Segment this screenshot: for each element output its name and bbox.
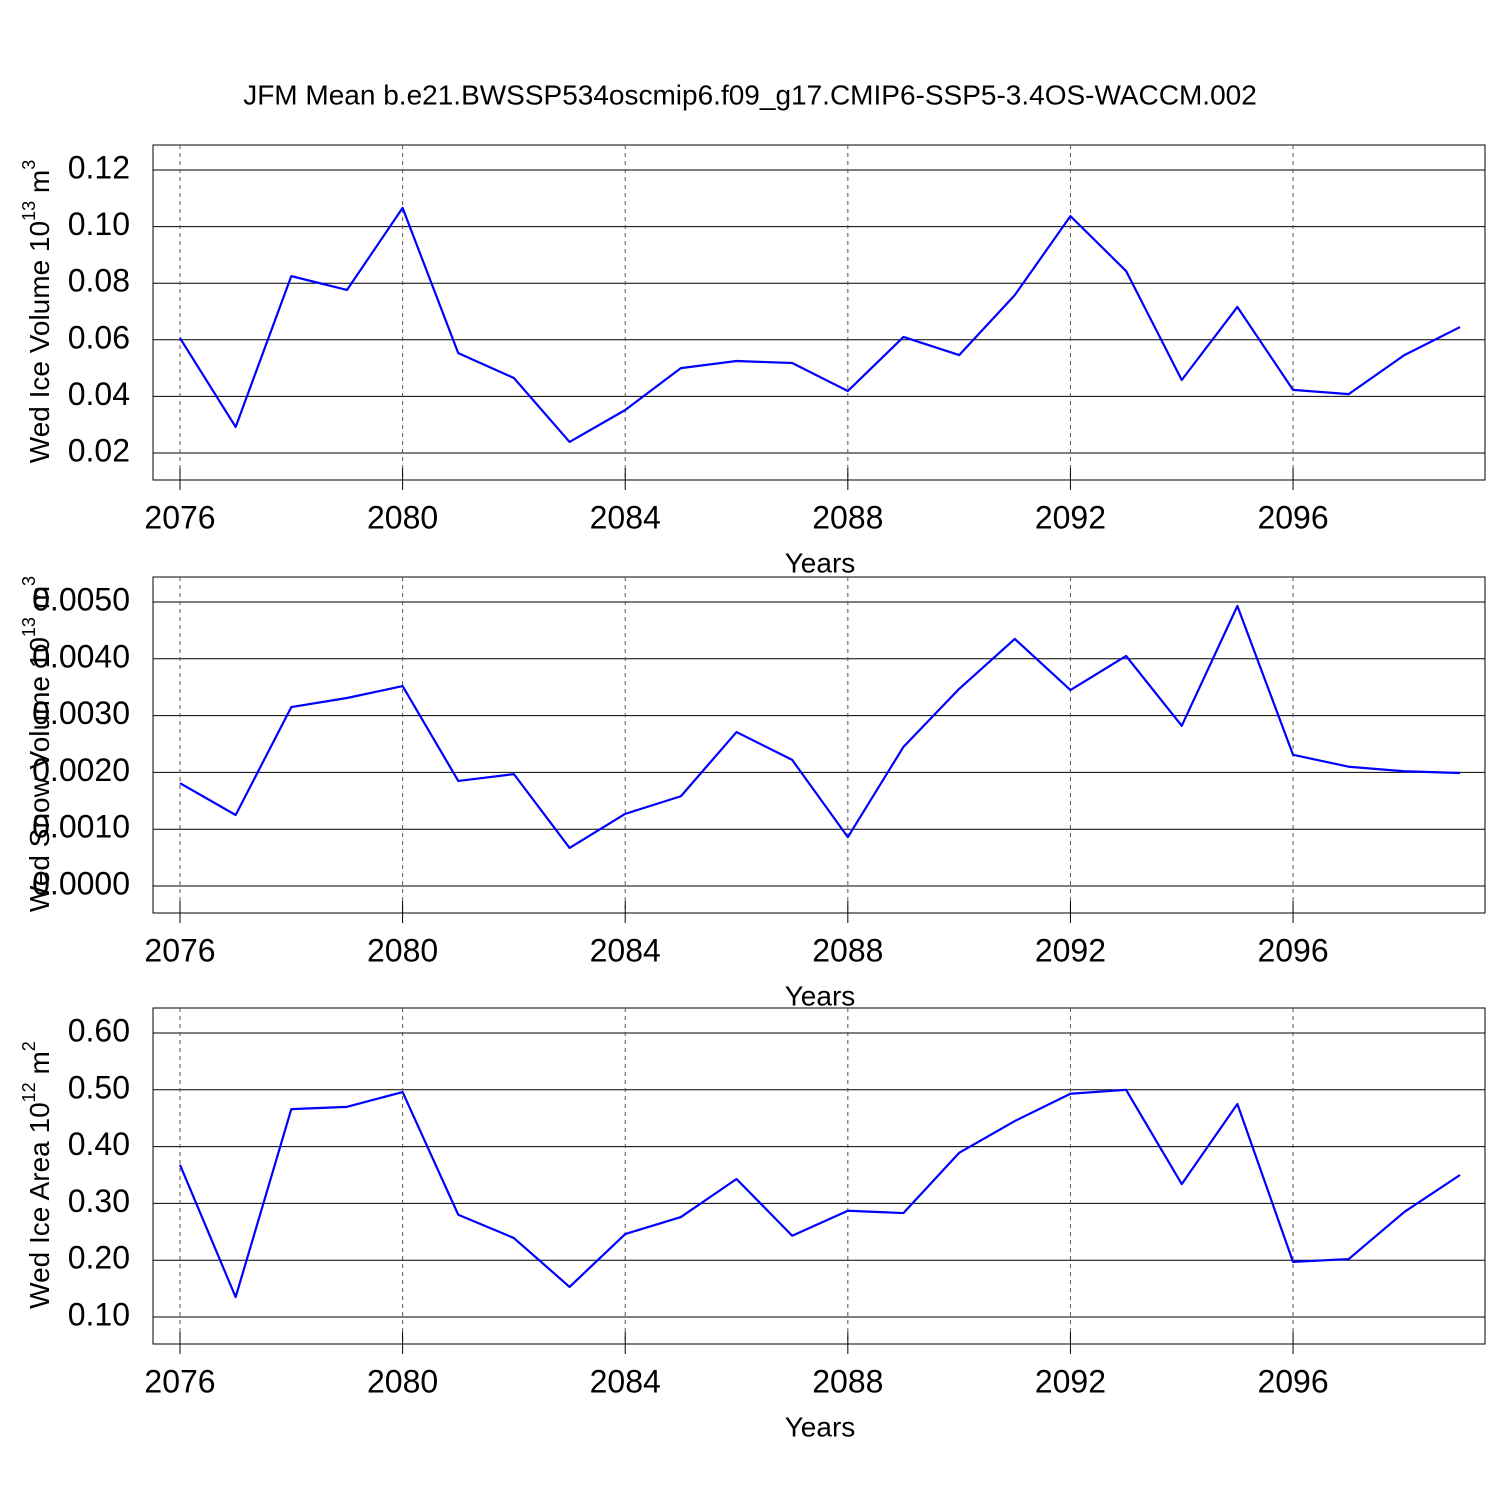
y-tick-label: 0.50	[68, 1069, 130, 1105]
plot-frame	[152, 576, 1486, 914]
x-tick-label: 2084	[590, 932, 661, 968]
plot-frame	[152, 144, 1486, 481]
data-line	[179, 206, 1461, 444]
y-tick-label: 0.12	[68, 149, 130, 185]
y-axis-label-exponent: 13	[19, 617, 39, 637]
y-axis-label-exponent: 3	[19, 576, 39, 586]
x-tick-label: 2076	[144, 499, 215, 535]
x-tick-label: 2092	[1035, 932, 1106, 968]
y-tick-label: 0.20	[68, 1240, 130, 1276]
x-axis-label: Years	[785, 980, 856, 1011]
data-line	[178, 1088, 1461, 1299]
y-axis-label-exponent: 13	[19, 201, 39, 221]
x-axis-label: Years	[785, 547, 856, 578]
y-tick-label: 0.02	[68, 432, 130, 468]
y-tick-label: 0.10	[68, 1296, 130, 1332]
x-tick-label: 2080	[367, 499, 438, 535]
x-tick-label: 2096	[1257, 932, 1328, 968]
chart-title: JFM Mean b.e21.BWSSP534oscmip6.f09_g17.C…	[243, 79, 1257, 110]
x-tick-label: 2080	[367, 1363, 438, 1399]
plot-frame	[152, 1007, 1486, 1345]
x-tick-label: 2076	[144, 932, 215, 968]
y-axis-label-part: Wed Ice Volume 10	[24, 221, 55, 463]
data-line	[179, 604, 1461, 850]
y-tick-label: 0.06	[68, 319, 130, 355]
x-tick-label: 2088	[812, 499, 883, 535]
y-axis-label-part: m	[24, 1051, 55, 1082]
y-tick-label: 0.30	[68, 1183, 130, 1219]
y-tick-label: 0.08	[68, 263, 130, 299]
x-tick-label: 2076	[144, 1363, 215, 1399]
y-tick-label: 0.10	[68, 206, 130, 242]
y-axis-label: Wed Ice Volume 1013 m3	[19, 160, 56, 463]
x-tick-label: 2088	[812, 1363, 883, 1399]
y-axis-label: Wed Ice Area 1012 m2	[19, 1041, 56, 1309]
y-axis-label: Wed Snow Volume 1013 m3	[19, 576, 56, 912]
y-axis-label-exponent: 12	[19, 1082, 39, 1102]
y-tick-label: 0.60	[68, 1012, 130, 1048]
x-tick-label: 2084	[590, 499, 661, 535]
y-axis-label-part: Wed Snow Volume 10	[24, 637, 55, 912]
y-tick-label: 0.0020	[32, 752, 130, 788]
y-axis-label-part: m	[24, 170, 55, 201]
y-tick-label: 0.0040	[32, 638, 130, 674]
x-tick-label: 2080	[367, 932, 438, 968]
y-axis-label-exponent: 3	[19, 160, 39, 170]
x-tick-label: 2096	[1257, 1363, 1328, 1399]
y-tick-label: 0.40	[68, 1126, 130, 1162]
x-tick-label: 2084	[590, 1363, 661, 1399]
x-tick-label: 2092	[1035, 1363, 1106, 1399]
y-axis-label-part: m	[24, 586, 55, 617]
y-tick-label: 0.04	[68, 376, 130, 412]
x-axis-label: Years	[785, 1411, 856, 1442]
y-tick-label: 0.0050	[32, 581, 130, 617]
y-axis-label-part: Wed Ice Area 10	[24, 1102, 55, 1309]
x-tick-label: 2092	[1035, 499, 1106, 535]
x-tick-label: 2096	[1257, 499, 1328, 535]
x-tick-label: 2088	[812, 932, 883, 968]
y-tick-label: 0.0000	[32, 865, 130, 901]
y-tick-label: 0.0010	[32, 809, 130, 845]
y-axis-label-exponent: 2	[19, 1041, 39, 1051]
y-tick-label: 0.0030	[32, 695, 130, 731]
